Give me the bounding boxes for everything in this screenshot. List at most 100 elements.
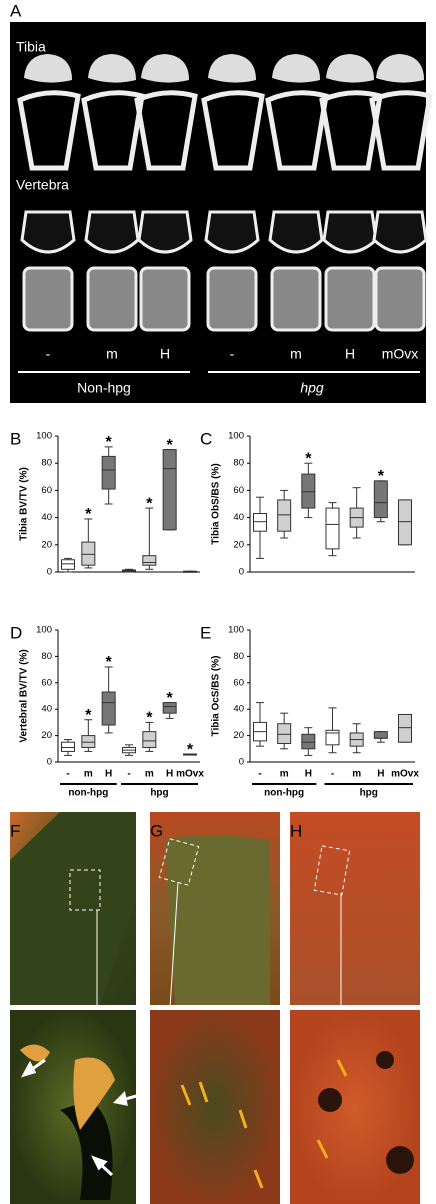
box [301, 473, 316, 509]
y-tick-label: 20 [41, 730, 52, 741]
group-label: hpg [300, 380, 324, 396]
panel-label: C [200, 429, 212, 448]
vertebra-body [374, 266, 426, 332]
box [142, 555, 157, 566]
group-label: hpg [150, 788, 168, 799]
micrograph-h-top [290, 812, 420, 1005]
vertebra-top [84, 210, 140, 254]
significance-star: * [146, 495, 153, 512]
row-label: Tibia [16, 39, 46, 55]
x-tick-label: H [305, 769, 312, 780]
y-tick-label: 80 [233, 458, 244, 469]
panel-label: D [10, 623, 22, 642]
bone-images [17, 54, 433, 332]
y-axis-label: Tibia BV/TV (%) [19, 467, 30, 541]
y-tick-label: 80 [41, 651, 52, 662]
treatment-label: - [230, 346, 235, 362]
box [277, 499, 292, 532]
panel-label: A [10, 1, 22, 20]
vertebra-body [270, 266, 322, 332]
zoom-box [158, 838, 200, 886]
y-tick-label: 60 [41, 485, 52, 496]
tibia-shaft [319, 90, 383, 171]
significance-star: * [85, 707, 92, 724]
box [398, 499, 412, 546]
vertebra-body [22, 266, 74, 332]
y-tick-label: 40 [41, 512, 52, 523]
marrow-space [60, 1100, 113, 1200]
y-tick-label: 100 [36, 431, 52, 442]
y-tick-label: 0 [47, 757, 52, 768]
y-tick-label: 80 [233, 651, 244, 662]
vertebra-top [20, 210, 76, 254]
panel-label: B [10, 429, 21, 448]
panel-label: E [200, 623, 211, 642]
y-axis-label: Tibia OcS/BS (%) [211, 656, 222, 737]
tibia-shaft [265, 90, 329, 171]
box [162, 702, 177, 714]
y-tick-label: 60 [233, 677, 244, 688]
box [373, 480, 388, 519]
group-label: hpg [360, 788, 378, 799]
tibia-shaft [134, 90, 198, 171]
marrow-space [386, 1146, 414, 1174]
y-tick-label: 40 [233, 704, 244, 715]
x-tick-label: H [377, 769, 384, 780]
micrograph-h-bottom [290, 1010, 420, 1204]
box [398, 713, 412, 743]
box [81, 541, 96, 566]
box [162, 449, 177, 531]
box [101, 691, 116, 726]
y-axis-label: Vertebral BV/TV (%) [19, 649, 30, 742]
vertebra-body [206, 266, 258, 332]
significance-star: * [106, 434, 113, 451]
y-axis-label: Tibia ObS/BS (%) [211, 463, 222, 545]
tibia-head [326, 54, 374, 83]
panel-label: H [290, 821, 302, 840]
y-tick-label: 0 [239, 757, 244, 768]
zoom-box [313, 845, 351, 896]
vertebra-top [268, 210, 324, 254]
y-tick-label: 20 [233, 730, 244, 741]
treatment-label: m [290, 346, 302, 362]
x-tick-label: m [145, 769, 154, 780]
box [325, 507, 340, 550]
tibia-shaft [201, 90, 265, 171]
group-label: non-hpg [264, 788, 304, 799]
x-tick-label: mOvx [176, 769, 204, 780]
y-tick-label: 100 [228, 625, 244, 636]
treatment-label: m [106, 346, 118, 362]
x-tick-label: - [331, 769, 334, 780]
box [253, 513, 267, 532]
box [142, 731, 157, 748]
panel-label: F [10, 821, 20, 840]
vertebra-top [137, 210, 193, 254]
yellow-arrows [180, 1059, 348, 1189]
box [61, 741, 75, 752]
box [61, 559, 75, 570]
y-tick-label: 0 [47, 567, 52, 578]
tibia-shaft [369, 90, 433, 171]
vertebra-top [372, 210, 428, 254]
zoom-box [69, 869, 101, 911]
treatment-label: H [345, 346, 355, 362]
vertebra-body [324, 266, 376, 332]
treatment-label: mOvx [382, 346, 419, 362]
trabeculae [20, 1044, 115, 1130]
y-tick-label: 80 [41, 458, 52, 469]
x-tick-label: m [352, 769, 361, 780]
tibia-head [272, 54, 320, 83]
tibia-shaft [17, 90, 81, 171]
group-label: non-hpg [68, 788, 108, 799]
box [373, 731, 388, 739]
x-tick-label: - [66, 769, 69, 780]
micrograph-f-marrow [10, 812, 136, 1005]
panel-label: G [150, 821, 163, 840]
y-tick-label: 100 [228, 431, 244, 442]
y-tick-label: 20 [41, 539, 52, 550]
tibia-head [208, 54, 256, 83]
significance-star: * [167, 690, 174, 707]
x-tick-label: m [280, 769, 289, 780]
x-tick-label: m [84, 769, 93, 780]
x-tick-label: H [166, 769, 173, 780]
